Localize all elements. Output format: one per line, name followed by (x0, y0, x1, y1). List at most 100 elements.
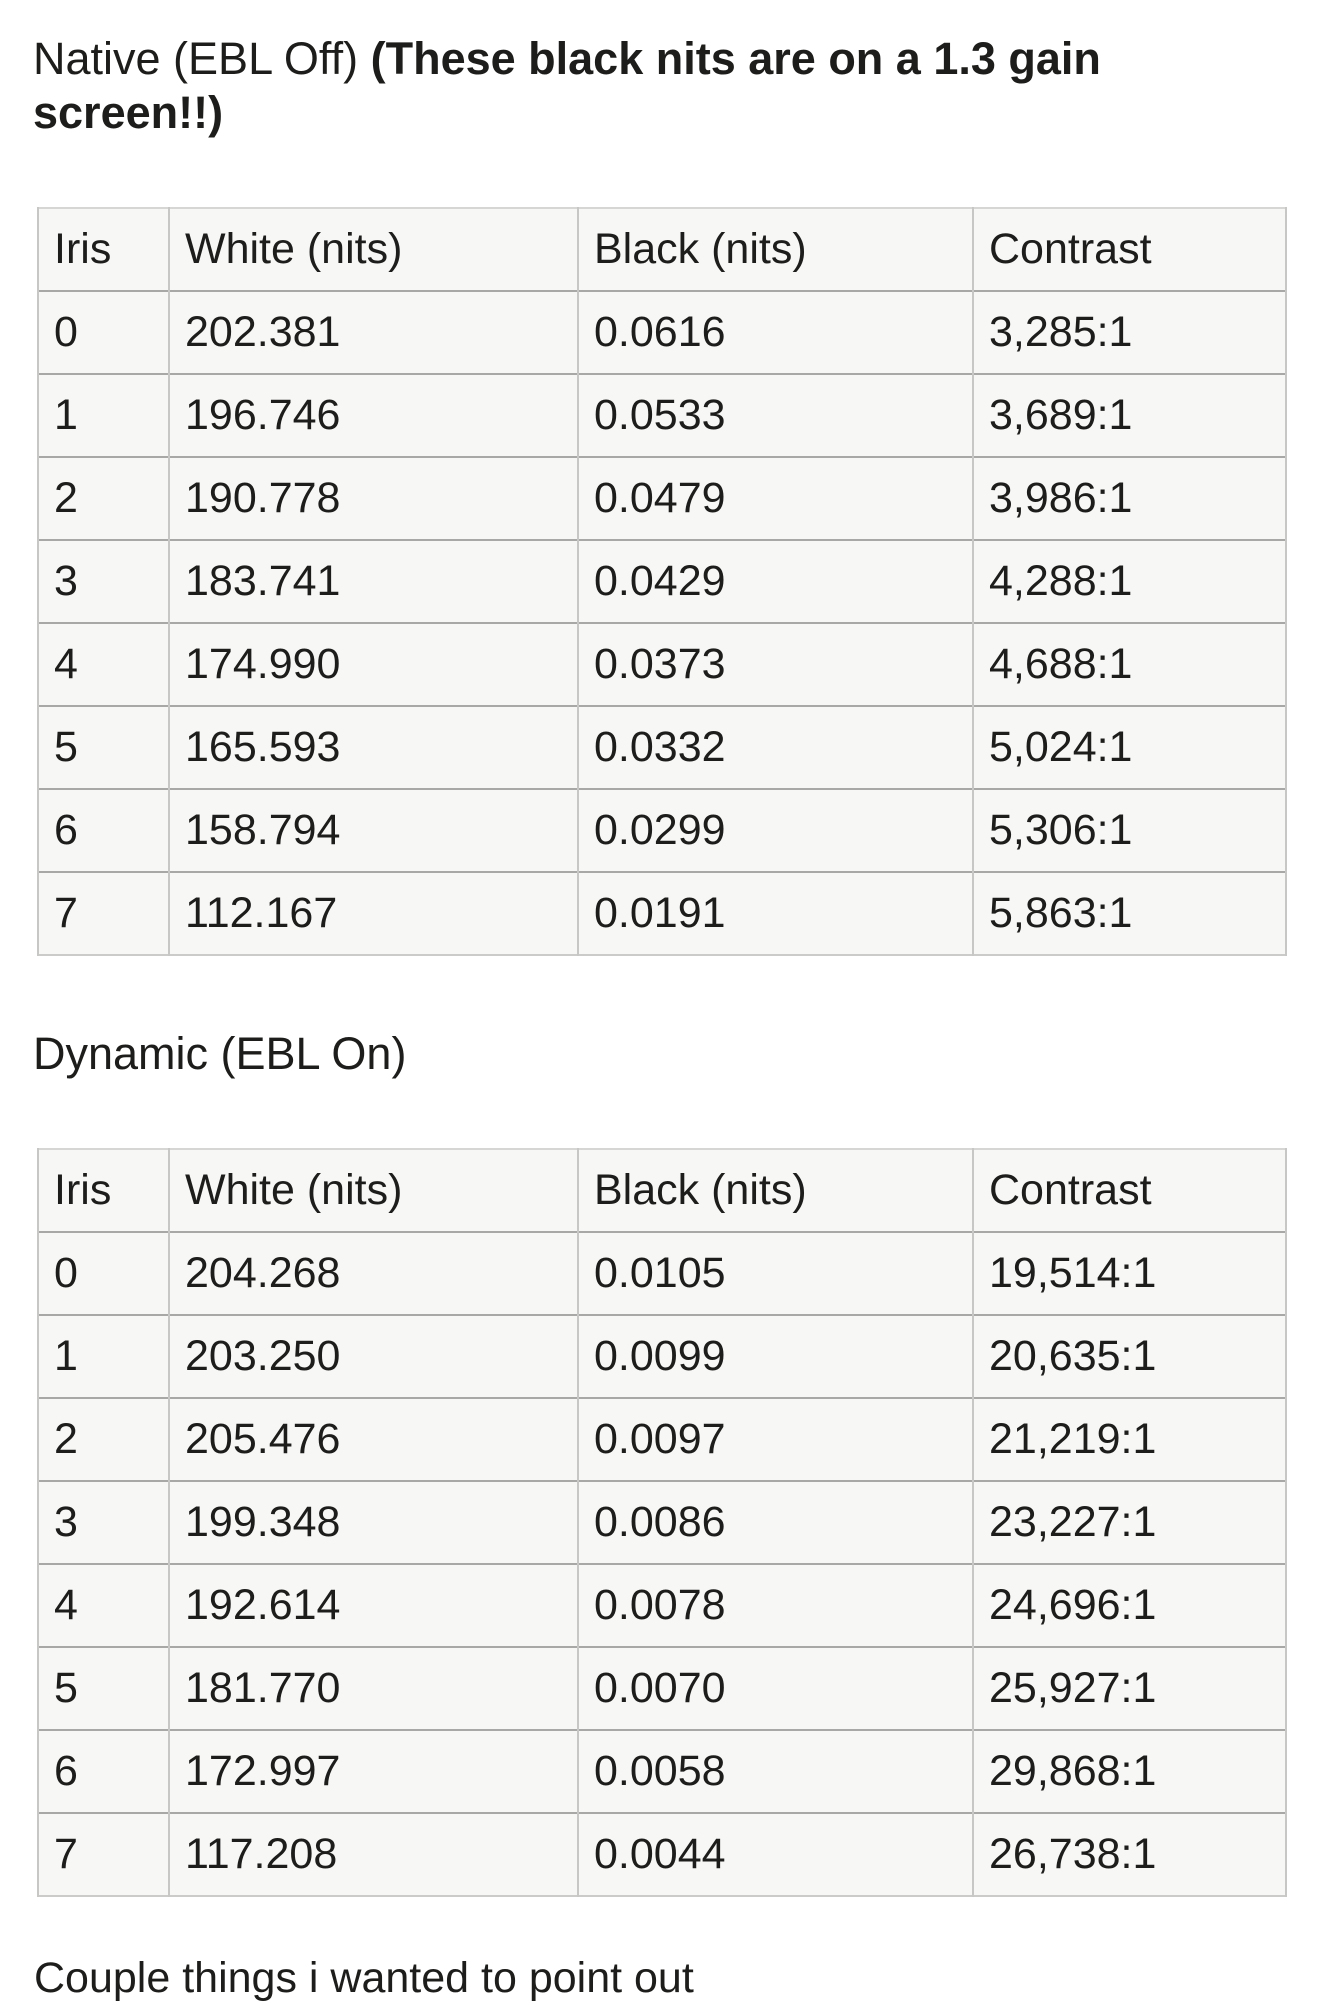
native-table: Iris White (nits) Black (nits) Contrast … (37, 207, 1287, 956)
table-cell: 0.0044 (577, 1813, 973, 1896)
table-cell: 203.250 (168, 1315, 578, 1398)
table-cell: 196.746 (168, 374, 578, 457)
dynamic-table: Iris White (nits) Black (nits) Contrast … (37, 1148, 1287, 1897)
table-row: 4 192.614 0.0078 24,696:1 (37, 1564, 1287, 1647)
table-cell: 204.268 (168, 1232, 578, 1315)
table-cell: 23,227:1 (972, 1481, 1287, 1564)
table-cell: 26,738:1 (972, 1813, 1287, 1896)
table-cell: 1 (37, 374, 169, 457)
table-row: 5 165.593 0.0332 5,024:1 (37, 706, 1287, 789)
table-cell: 3,285:1 (972, 291, 1287, 374)
table-row: 5 181.770 0.0070 25,927:1 (37, 1647, 1287, 1730)
table-cell: 5,306:1 (972, 789, 1287, 872)
table-row: 1 203.250 0.0099 20,635:1 (37, 1315, 1287, 1398)
table-cell: 112.167 (168, 872, 578, 955)
table-cell: 117.208 (168, 1813, 578, 1896)
article-body: Native (EBL Off) (These black nits are o… (0, 32, 1320, 2003)
table-cell: 0.0097 (577, 1398, 973, 1481)
table-cell: 7 (37, 872, 169, 955)
table-cell: 0.0058 (577, 1730, 973, 1813)
section-title-native-plain: Native (EBL Off) (33, 33, 359, 84)
table-cell: 0.0373 (577, 623, 973, 706)
table-cell: 0.0332 (577, 706, 973, 789)
table-row: 3 183.741 0.0429 4,288:1 (37, 540, 1287, 623)
table-cell: 0 (37, 1232, 169, 1315)
table-cell: 165.593 (168, 706, 578, 789)
table-cell: 174.990 (168, 623, 578, 706)
table-cell: 158.794 (168, 789, 578, 872)
dynamic-table-body: 0 204.268 0.0105 19,514:1 1 203.250 0.0099 20,6… (37, 1232, 1287, 1896)
table-cell: 181.770 (168, 1647, 578, 1730)
column-header-contrast: Contrast (972, 208, 1287, 291)
table-cell: 0.0429 (577, 540, 973, 623)
section-title-native: Native (EBL Off) (These black nits are o… (33, 32, 1290, 140)
table-cell: 3,986:1 (972, 457, 1287, 540)
table-cell: 25,927:1 (972, 1647, 1287, 1730)
section-title-native-bold: (These black nits are on a 1.3 gain scre… (33, 33, 1101, 138)
table-cell: 29,868:1 (972, 1730, 1287, 1813)
column-header-iris: Iris (37, 208, 169, 291)
native-table-body: 0 202.381 0.0616 3,285:1 1 196.746 0.0533 3,689… (37, 291, 1287, 955)
table-row: 2 190.778 0.0479 3,986:1 (37, 457, 1287, 540)
table-cell: 205.476 (168, 1398, 578, 1481)
section-title-dynamic: Dynamic (EBL On) (33, 1027, 1290, 1081)
table-cell: 1 (37, 1315, 169, 1398)
table-cell: 2 (37, 1398, 169, 1481)
column-header-white-nits: White (nits) (168, 208, 578, 291)
table-cell: 0.0191 (577, 872, 973, 955)
table-cell: 0.0105 (577, 1232, 973, 1315)
table-row: 7 117.208 0.0044 26,738:1 (37, 1813, 1287, 1896)
table-header-row: Iris White (nits) Black (nits) Contrast (37, 1149, 1287, 1232)
table-cell: 5 (37, 706, 169, 789)
table-row: 6 158.794 0.0299 5,306:1 (37, 789, 1287, 872)
table-cell: 0.0299 (577, 789, 973, 872)
table-cell: 183.741 (168, 540, 578, 623)
table-cell: 4 (37, 623, 169, 706)
column-header-black-nits: Black (nits) (577, 1149, 973, 1232)
clipped-paragraph: Couple things i wanted to point out (34, 1954, 694, 2002)
table-cell: 0 (37, 291, 169, 374)
table-cell: 5,863:1 (972, 872, 1287, 955)
table-cell: 7 (37, 1813, 169, 1896)
table-cell: 0.0616 (577, 291, 973, 374)
column-header-iris: Iris (37, 1149, 169, 1232)
table-cell: 0.0533 (577, 374, 973, 457)
table-cell: 4 (37, 1564, 169, 1647)
table-row: 6 172.997 0.0058 29,868:1 (37, 1730, 1287, 1813)
table-cell: 5,024:1 (972, 706, 1287, 789)
table-cell: 20,635:1 (972, 1315, 1287, 1398)
column-header-white-nits: White (nits) (168, 1149, 578, 1232)
table-cell: 0.0099 (577, 1315, 973, 1398)
table-cell: 24,696:1 (972, 1564, 1287, 1647)
table-row: 4 174.990 0.0373 4,688:1 (37, 623, 1287, 706)
table-row: 3 199.348 0.0086 23,227:1 (37, 1481, 1287, 1564)
table-cell: 4,288:1 (972, 540, 1287, 623)
table-cell: 0.0086 (577, 1481, 973, 1564)
table-cell: 0.0479 (577, 457, 973, 540)
table-row: 0 202.381 0.0616 3,285:1 (37, 291, 1287, 374)
table-cell: 192.614 (168, 1564, 578, 1647)
table-cell: 21,219:1 (972, 1398, 1287, 1481)
table-cell: 5 (37, 1647, 169, 1730)
table-cell: 3 (37, 540, 169, 623)
table-row: 1 196.746 0.0533 3,689:1 (37, 374, 1287, 457)
table-cell: 3,689:1 (972, 374, 1287, 457)
table-cell: 0.0078 (577, 1564, 973, 1647)
table-cell: 4,688:1 (972, 623, 1287, 706)
table-cell: 199.348 (168, 1481, 578, 1564)
table-cell: 190.778 (168, 457, 578, 540)
section-title-dynamic-plain: Dynamic (EBL On) (33, 1028, 407, 1079)
table-cell: 0.0070 (577, 1647, 973, 1730)
table-cell: 202.381 (168, 291, 578, 374)
table-cell: 6 (37, 1730, 169, 1813)
table-row: 0 204.268 0.0105 19,514:1 (37, 1232, 1287, 1315)
table-header-row: Iris White (nits) Black (nits) Contrast (37, 208, 1287, 291)
table-cell: 2 (37, 457, 169, 540)
table-row: 7 112.167 0.0191 5,863:1 (37, 872, 1287, 955)
column-header-black-nits: Black (nits) (577, 208, 973, 291)
table-cell: 3 (37, 1481, 169, 1564)
table-cell: 6 (37, 789, 169, 872)
table-cell: 172.997 (168, 1730, 578, 1813)
table-cell: 19,514:1 (972, 1232, 1287, 1315)
column-header-contrast: Contrast (972, 1149, 1287, 1232)
